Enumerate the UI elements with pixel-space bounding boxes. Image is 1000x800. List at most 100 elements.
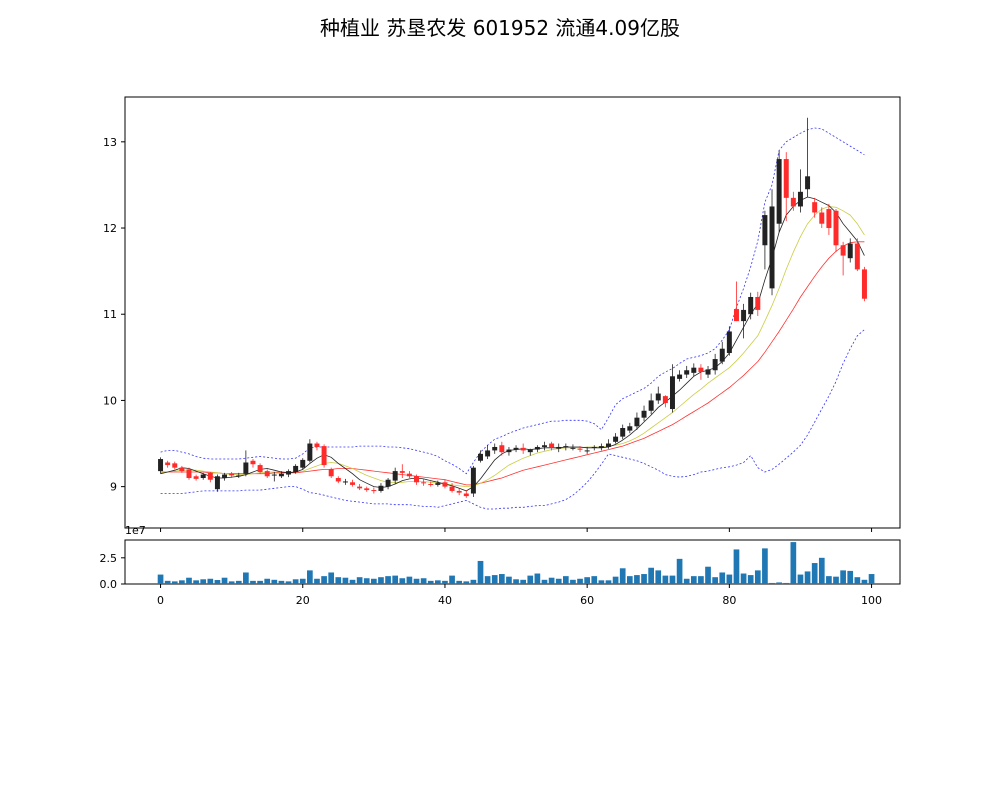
- candle-body: [776, 159, 782, 224]
- candle: [485, 445, 491, 460]
- candle: [534, 445, 540, 453]
- candle: [613, 433, 619, 444]
- candle: [342, 478, 348, 485]
- candle: [733, 281, 739, 322]
- candle-body: [598, 446, 604, 448]
- candle: [542, 441, 547, 451]
- candle: [563, 443, 569, 451]
- volume-bar: [541, 579, 548, 584]
- volume-bar: [363, 578, 370, 584]
- candle: [421, 478, 427, 486]
- candle: [840, 241, 846, 276]
- candle: [662, 395, 668, 408]
- candle: [805, 117, 811, 197]
- candle: [257, 463, 263, 474]
- candle: [726, 326, 732, 356]
- candle-body: [684, 370, 690, 375]
- volume-bar: [243, 572, 249, 584]
- candle-body: [613, 436, 619, 442]
- candle-body: [435, 483, 441, 485]
- candle: [463, 490, 469, 498]
- candle: [165, 460, 171, 468]
- candle: [229, 471, 235, 479]
- candle: [620, 424, 626, 440]
- candle-body: [527, 449, 533, 453]
- candle: [364, 486, 370, 492]
- candle-body: [250, 460, 256, 465]
- volume-y-tick-label: 2.5: [100, 552, 118, 565]
- candle: [648, 393, 654, 415]
- candle-body: [350, 482, 356, 485]
- volume-panel: 0 20 40 60 80 100 0.0 2.5 1e7: [100, 524, 901, 607]
- price-y-tick-label: 12: [103, 222, 117, 235]
- candle: [378, 483, 384, 493]
- candle: [549, 441, 555, 451]
- candle: [797, 169, 803, 213]
- candle-body: [165, 462, 171, 466]
- candle: [783, 152, 789, 222]
- candle-body: [769, 206, 775, 289]
- candle-body: [570, 447, 576, 449]
- candle-body: [563, 446, 569, 448]
- candle-body: [399, 471, 405, 473]
- candle-body: [534, 446, 540, 450]
- candle: [478, 450, 483, 463]
- volume-bar: [342, 577, 349, 584]
- candle-body: [229, 473, 235, 476]
- volume-bar: [555, 578, 562, 584]
- candle-body: [371, 490, 377, 492]
- chart-title: 种植业 苏垦农发 601952 流通4.09亿股: [320, 16, 680, 40]
- volume-bar: [811, 563, 818, 584]
- candle-body: [705, 369, 711, 375]
- candle: [655, 386, 661, 404]
- candle: [392, 467, 398, 485]
- price-y-tick-label: 9: [110, 481, 117, 494]
- volume-bar: [733, 549, 740, 584]
- candle-body: [762, 215, 768, 246]
- candle: [321, 444, 327, 468]
- candle-body: [577, 448, 583, 450]
- volume-bar: [847, 570, 854, 584]
- candle-body: [236, 475, 242, 477]
- volume-bar: [321, 576, 327, 584]
- candle-body: [321, 446, 327, 466]
- candle: [591, 445, 597, 451]
- candle: [577, 446, 583, 453]
- candle-body: [158, 459, 164, 472]
- candle: [790, 191, 796, 211]
- candle: [222, 472, 228, 481]
- volume-offset-label: 1e7: [125, 524, 146, 537]
- volume-bar: [278, 580, 285, 584]
- candle-body: [485, 450, 491, 457]
- volume-bar: [548, 577, 555, 584]
- volume-bar: [826, 576, 832, 584]
- volume-bar: [157, 574, 164, 584]
- x-tick-label: 60: [580, 594, 594, 607]
- candle: [406, 471, 412, 479]
- candle: [769, 189, 775, 296]
- candle: [705, 365, 711, 379]
- candle: [286, 469, 292, 478]
- candle-body: [335, 478, 341, 482]
- volume-bar: [463, 581, 470, 584]
- volume-bar: [186, 577, 192, 584]
- volume-bar: [804, 571, 811, 584]
- volume-bar: [484, 576, 491, 584]
- volume-bar: [335, 577, 342, 584]
- volume-bar: [449, 575, 455, 584]
- candle-body: [478, 453, 483, 461]
- x-tick-label: 100: [861, 594, 882, 607]
- candle: [506, 446, 512, 456]
- volume-bar: [378, 577, 384, 584]
- candle: [598, 443, 604, 451]
- volume-bar: [328, 572, 335, 584]
- candle: [179, 465, 185, 473]
- candle-body: [556, 446, 562, 449]
- volume-bar: [399, 578, 406, 584]
- candle: [307, 439, 313, 463]
- candle-body: [200, 474, 206, 479]
- candle-body: [271, 474, 277, 476]
- candle-body: [328, 469, 334, 477]
- candle: [314, 441, 320, 451]
- candle-body: [854, 243, 860, 270]
